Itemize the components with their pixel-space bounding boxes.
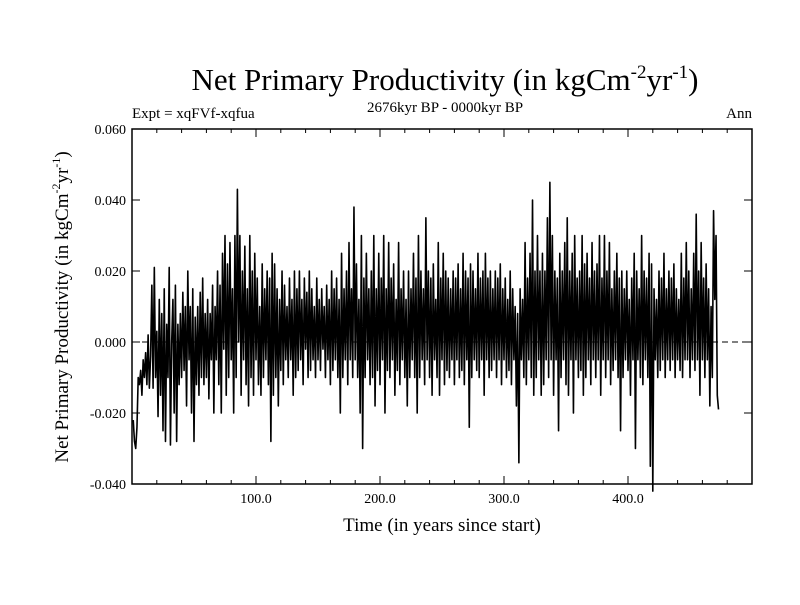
y-tick-label: 0.020 (95, 265, 127, 280)
series-line-0 (132, 181, 720, 492)
x-tick-label: 300.0 (488, 492, 520, 507)
y-tick-label: -0.040 (90, 478, 126, 493)
plot-frame (131, 128, 753, 485)
y-tick-label: 0.000 (95, 336, 127, 351)
x-tick-label: 200.0 (364, 492, 396, 507)
y-tick-label: 0.060 (95, 123, 127, 138)
chart-title: Net Primary Productivity (in kgCm-2yr-1) (192, 62, 699, 97)
season-label: Ann (726, 106, 752, 122)
plot-area: -0.040 -0.020 0.000 0.020 0.040 0.060 100.0 200… (90, 123, 753, 507)
y-tick-label: -0.020 (90, 407, 126, 422)
x-axis-label: Time (in years since start) (343, 515, 541, 536)
period-label: 2676kyr BP - 0000kyr BP (367, 100, 523, 116)
experiment-label: Expt = xqFVf-xqfua (132, 106, 255, 122)
y-axis-label: Net Primary Productivity (in kgCm-2yr-1) (49, 151, 73, 462)
y-tick-label: 0.040 (95, 194, 127, 209)
x-tick-label: 400.0 (612, 492, 644, 507)
x-tick-label: 100.0 (240, 492, 272, 507)
